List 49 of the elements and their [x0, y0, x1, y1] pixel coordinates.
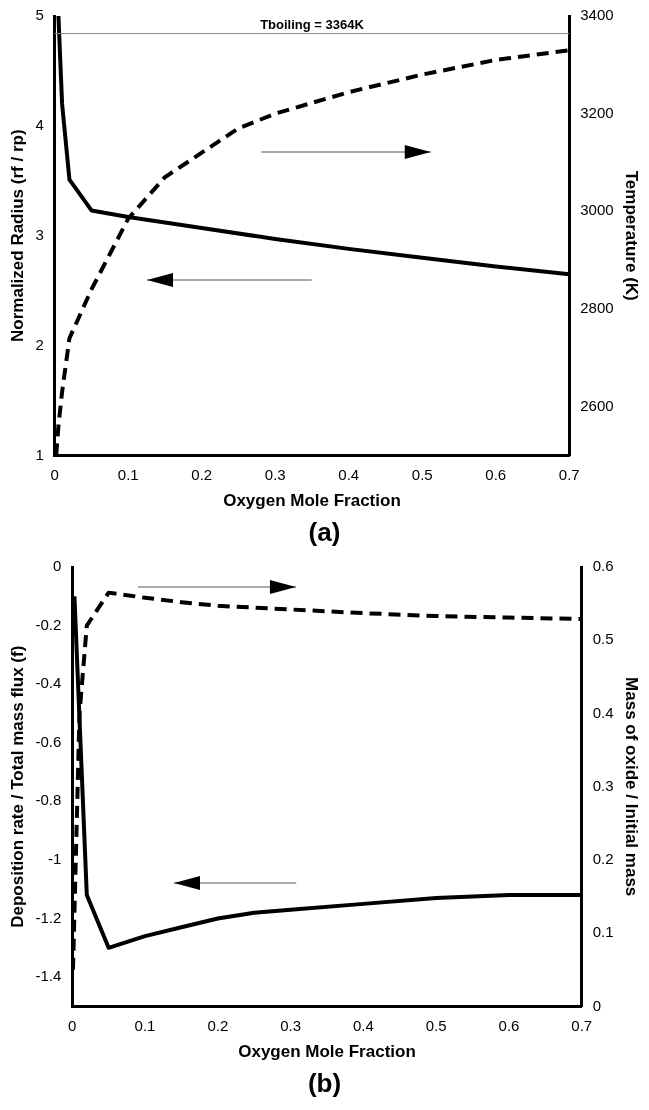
- y-tick-label: -0.8: [35, 791, 62, 809]
- ref-line-label: Tboiling = 3364K: [260, 16, 365, 32]
- y-tick-label: 4: [35, 115, 44, 133]
- x-axis-title: Oxygen Mole Fraction: [238, 1042, 416, 1062]
- x-axis-title: Oxygen Mole Fraction: [223, 491, 401, 511]
- x-tick-label: 0.7: [558, 465, 580, 483]
- y-axis-title: Deposition rate / Total mass flux (f): [7, 645, 27, 928]
- x-tick-label: 0.4: [352, 1016, 374, 1034]
- x-tick-label: 0.2: [191, 465, 213, 483]
- y-tick-label: -1.4: [35, 967, 62, 985]
- y2-tick-label: 0.5: [592, 630, 614, 648]
- x-tick-label: 0.4: [338, 465, 360, 483]
- y2-tick-label: 0: [592, 996, 602, 1014]
- y2-axis-title: Mass of oxide / Initial mass: [622, 677, 642, 897]
- y2-tick-label: 3200: [580, 103, 614, 121]
- x-tick-label: 0.5: [411, 465, 433, 483]
- x-tick-label: 0.1: [117, 465, 139, 483]
- text: (a): [308, 516, 341, 547]
- y2-tick-label: 0.2: [592, 850, 614, 868]
- y2-tick-label: 2800: [580, 299, 614, 317]
- y2-tick-label: 0.4: [592, 703, 614, 721]
- x-tick-label: 0.7: [571, 1016, 593, 1034]
- y-tick-label: -0.2: [35, 615, 62, 633]
- y-tick-label: 5: [35, 6, 44, 24]
- x-tick-label: 0.3: [280, 1016, 302, 1034]
- y2-tick-label: 3000: [580, 201, 614, 219]
- y2-tick-label: 0.3: [592, 776, 614, 794]
- y-tick-label: 3: [35, 225, 44, 243]
- x-tick-label: 0: [68, 1016, 77, 1034]
- y-axis-title: Normalized Radius (rf / rp): [7, 129, 27, 342]
- y2-axis-title: Temperature (K): [622, 170, 642, 301]
- y-tick-label: -1.2: [35, 908, 62, 926]
- y2-tick-label: 0.1: [592, 923, 614, 941]
- y2-tick-label: 3400: [580, 6, 614, 24]
- x-tick-label: 0.1: [134, 1016, 156, 1034]
- x-tick-label: 0.2: [207, 1016, 229, 1034]
- y-tick-label: -0.4: [35, 674, 62, 692]
- x-tick-label: 0.6: [498, 1016, 520, 1034]
- y-tick-label: -0.6: [35, 732, 62, 750]
- text: (b): [307, 1067, 342, 1098]
- y2-tick-label: 0.6: [592, 557, 614, 575]
- y-tick-label: 1: [35, 445, 44, 463]
- x-tick-label: 0.6: [485, 465, 507, 483]
- x-tick-label: 0.3: [264, 465, 286, 483]
- x-tick-label: 0.5: [425, 1016, 447, 1034]
- y-tick-label: -1: [47, 850, 62, 868]
- y2-tick-label: 2600: [580, 396, 614, 414]
- y-tick-label: 2: [35, 335, 44, 353]
- y-tick-label: 0: [52, 557, 62, 575]
